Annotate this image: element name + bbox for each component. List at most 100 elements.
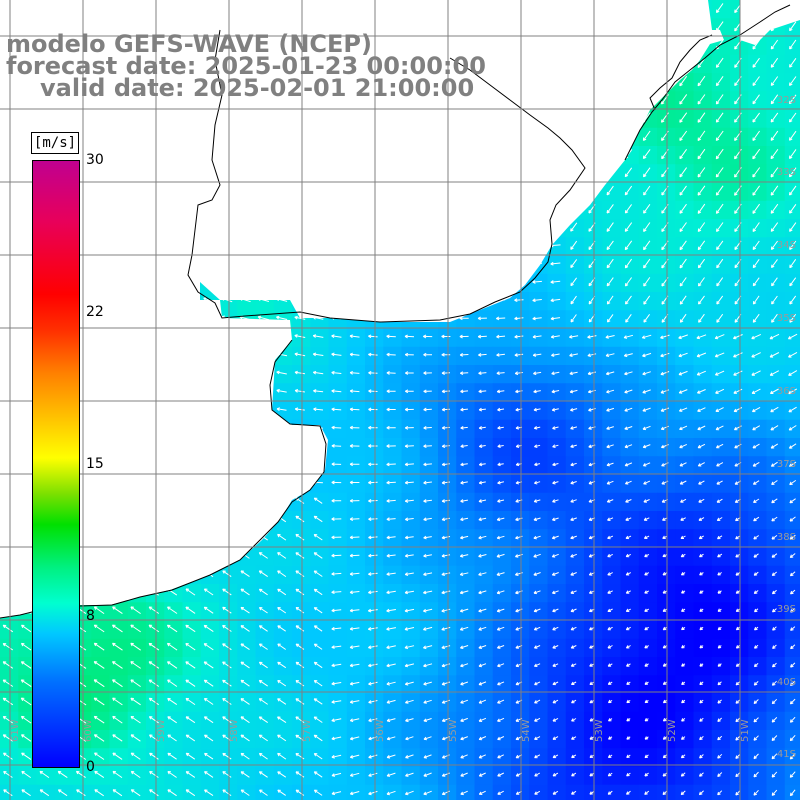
wind-cell — [675, 164, 695, 184]
wind-cell — [383, 383, 403, 403]
wind-cell — [383, 748, 403, 768]
wind-cell — [766, 401, 786, 421]
wind-cell — [748, 547, 768, 567]
colorbar-tick-22: 22 — [86, 304, 104, 320]
wind-cell — [401, 730, 421, 749]
wind-cell — [675, 711, 695, 731]
wind-cell — [273, 365, 293, 384]
wind-cell — [419, 419, 439, 439]
wind-cell — [565, 365, 585, 384]
wind-cell — [675, 565, 695, 585]
wind-cell — [766, 328, 786, 348]
wind-cell — [675, 602, 695, 622]
wind-cell — [401, 401, 421, 421]
wind-cell — [675, 310, 695, 330]
wind-cell — [638, 529, 658, 549]
colorbar-tick-0: 0 — [86, 759, 95, 775]
wind-cell — [730, 401, 749, 421]
wind-cell — [675, 255, 695, 275]
wind-cell — [547, 730, 567, 749]
wind-cell — [748, 492, 768, 512]
wind-cell — [730, 346, 749, 366]
wind-cell — [657, 511, 676, 530]
wind-cell — [730, 200, 749, 220]
wind-cell — [584, 584, 603, 603]
wind-cell — [456, 346, 476, 366]
wind-cell — [438, 620, 457, 640]
wind-cell — [711, 456, 731, 476]
wind-cell — [419, 346, 439, 366]
wind-cell — [657, 182, 676, 202]
wind-cell — [328, 383, 348, 403]
wind-cell — [638, 182, 658, 202]
wind-cell — [565, 565, 585, 585]
wind-cell — [565, 693, 585, 713]
wind-cell — [766, 456, 786, 476]
wind-cell — [730, 638, 749, 658]
wind-cell — [310, 328, 330, 348]
wind-cell — [675, 456, 695, 476]
wind-cell — [474, 565, 494, 585]
wind-cell — [511, 529, 530, 549]
wind-cell — [638, 675, 658, 695]
wind-cell — [328, 675, 348, 695]
wind-cell — [638, 438, 658, 457]
wind-cell — [584, 675, 603, 695]
wind-cell — [675, 784, 695, 800]
wind-cell — [602, 711, 622, 731]
wind-cell — [383, 693, 403, 713]
wind-cell — [511, 693, 530, 713]
wind-cell — [730, 474, 749, 494]
wind-cell — [365, 584, 384, 603]
wind-cell — [565, 474, 585, 494]
wind-cell — [602, 547, 622, 567]
wind-cell — [711, 328, 731, 348]
wind-cell — [511, 456, 530, 476]
wind-cell — [438, 730, 457, 749]
wind-cell — [730, 73, 749, 92]
wind-cell — [784, 146, 800, 165]
wind-cell — [711, 565, 731, 585]
wind-cell — [675, 657, 695, 676]
wind-cell — [584, 438, 603, 457]
wind-cell — [602, 620, 622, 640]
wind-cell — [657, 584, 676, 603]
wind-cell — [474, 730, 494, 749]
wind-cell — [401, 492, 421, 512]
wind-cell — [584, 529, 603, 549]
wind-cell — [474, 383, 494, 403]
wind-cell — [584, 346, 603, 366]
wind-cell — [620, 383, 640, 403]
wind-cell — [602, 657, 622, 676]
wind-cell — [383, 547, 403, 567]
wind-cell — [784, 365, 800, 384]
wind-cell — [401, 365, 421, 384]
wind-cell — [584, 292, 603, 311]
wind-cell — [365, 766, 384, 786]
wind-cell — [456, 657, 476, 676]
wind-cell — [474, 584, 494, 603]
wind-cell — [547, 438, 567, 457]
wind-cell — [419, 328, 439, 348]
wind-cell — [730, 109, 749, 129]
wind-cell — [784, 182, 800, 202]
wind-cell — [456, 328, 476, 348]
wind-cell — [748, 237, 768, 257]
wind-cell — [511, 492, 530, 512]
wind-cell — [675, 383, 695, 403]
wind-arrow — [770, 76, 779, 86]
wind-cell — [693, 438, 713, 457]
wind-cell — [711, 492, 731, 512]
wind-cell — [328, 602, 348, 622]
wind-cell — [456, 693, 476, 713]
wind-cell — [638, 730, 658, 749]
wind-cell — [328, 365, 348, 384]
wind-cell — [365, 474, 384, 494]
wind-cell — [438, 456, 457, 476]
wind-cell — [492, 456, 512, 476]
wind-cell — [565, 292, 585, 311]
wind-cell — [547, 310, 567, 330]
wind-cell — [748, 182, 768, 202]
wind-cell — [547, 602, 567, 622]
wind-cell — [766, 109, 786, 129]
